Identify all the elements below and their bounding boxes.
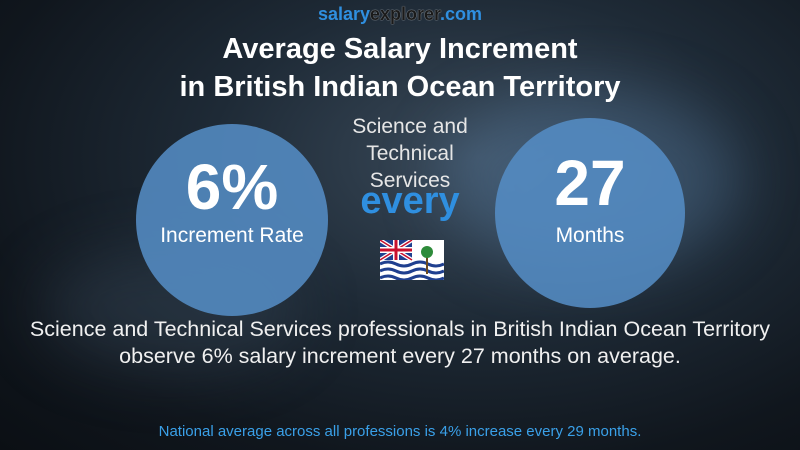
footnote: National average across all professions … (158, 423, 642, 440)
increment-rate-value: 6% (185, 151, 279, 223)
title-line: in British Indian Ocean Territory (179, 71, 621, 103)
right-circle (495, 118, 685, 308)
flag (380, 240, 444, 280)
months-value: 27 (554, 147, 626, 219)
brand-part: .com (440, 4, 483, 24)
brand: salaryexplorer.com (0, 4, 800, 25)
description: Science and Technical Services professio… (29, 317, 771, 368)
title: Average Salary Increment in British India… (0, 30, 800, 106)
title-line: Average Salary Increment (222, 33, 578, 65)
subtitle: Science and Technical Services (352, 115, 468, 192)
increment-rate-label: Increment Rate (160, 224, 304, 247)
months-label: Months (555, 224, 625, 247)
brand-part: salary (317, 4, 370, 24)
connector: every (360, 180, 460, 222)
brand-part: explorer (370, 4, 441, 24)
left-circle (136, 124, 328, 316)
